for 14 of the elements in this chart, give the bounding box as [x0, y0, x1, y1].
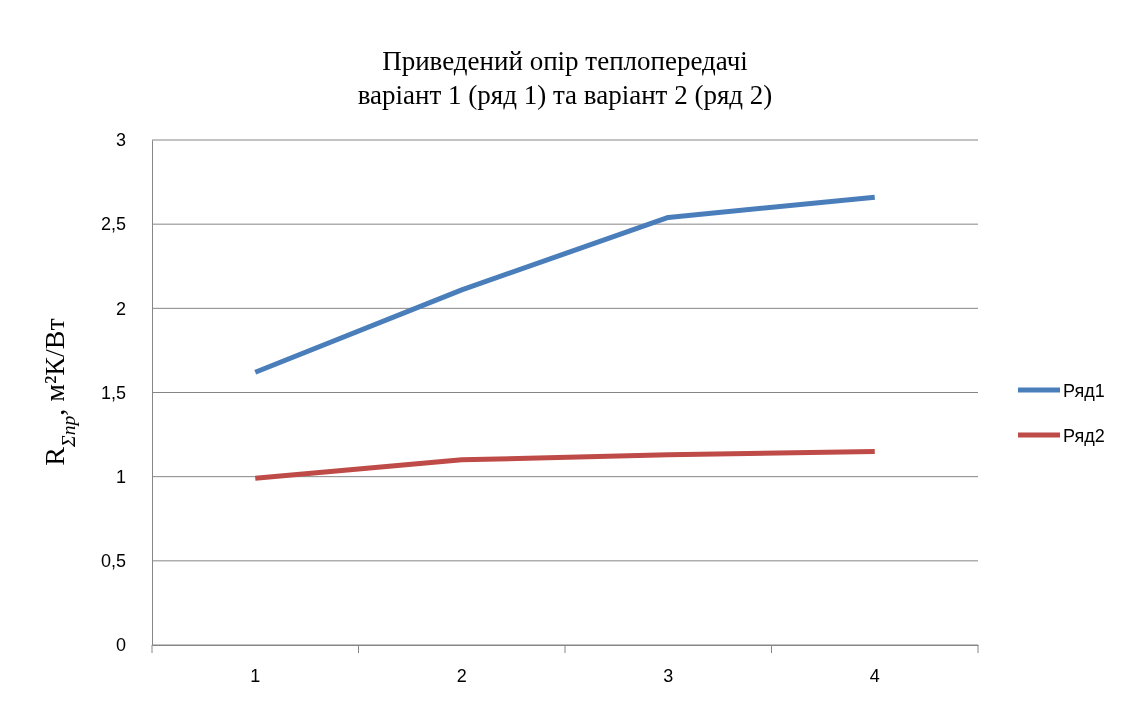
y-tick-label: 2 [115, 298, 126, 319]
y-tick-label: 2,5 [100, 214, 126, 235]
x-tick-label: 4 [869, 665, 880, 686]
y-tick-label: 1 [115, 466, 126, 487]
y-tick-label: 0,5 [100, 551, 126, 572]
y-tick-label: 1,5 [100, 382, 126, 403]
x-tick-label: 1 [250, 665, 261, 686]
y-tick-label: 3 [115, 130, 126, 151]
chart-title: Приведений опір теплопередачі варіант 1 (ряд 1) та варіант 2 (ряд 2) [357, 46, 773, 110]
legend-label: Ряд2 [1063, 426, 1105, 446]
legend-label: Ряд1 [1063, 381, 1105, 401]
x-tick-label: 3 [663, 665, 674, 686]
y-tick-label: 0 [115, 635, 126, 656]
x-tick-label: 2 [456, 665, 467, 686]
